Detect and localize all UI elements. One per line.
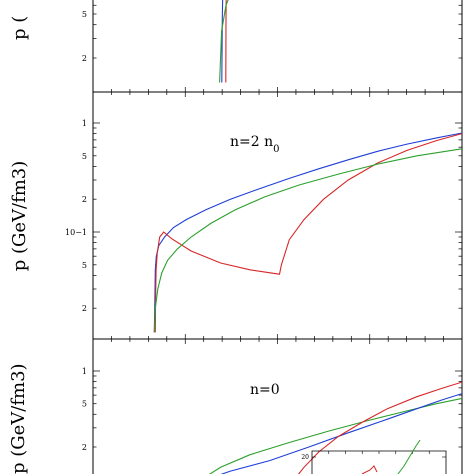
inset-y-tick-label: 20 <box>301 454 309 461</box>
middle-panel-series <box>153 132 462 333</box>
middle-panel-ticks: 1 5 2 10−1 5 2 <box>65 92 462 339</box>
y-tick-label: 5 <box>82 400 87 409</box>
middle-ylabel: p (GeV/fm3) <box>9 161 30 272</box>
inset: 20 <box>301 439 447 474</box>
series-line-0 <box>153 132 462 333</box>
series-line-2 <box>219 0 229 83</box>
y-tick-label: 2 <box>82 54 87 63</box>
series-line-1 <box>221 0 224 83</box>
series-line-2 <box>298 381 462 474</box>
y-tick-label: 1 <box>82 119 87 128</box>
middle-panel: 1 5 2 10−1 5 2 n=2 n0 p (GeV/fm3) <box>9 91 463 340</box>
top-panel-series <box>219 0 229 83</box>
bottom-annotation: n=0 <box>250 382 280 398</box>
series-line-0 <box>208 397 462 474</box>
y-tick-label: 5 <box>82 261 87 270</box>
inset-green-curve <box>397 439 421 474</box>
bottom-ylabel: p (GeV/fm3) <box>8 363 29 474</box>
bottom-panel-ticks: 1 5 2 <box>82 339 462 452</box>
annotation-subscript: 0 <box>273 144 279 155</box>
y-tick-label: 5 <box>82 152 87 161</box>
y-tick-label: 2 <box>82 304 87 313</box>
y-tick-label: 10−1 <box>65 228 87 237</box>
inset-red-curve <box>361 465 378 474</box>
series-line-2 <box>153 148 462 333</box>
y-tick-label: 5 <box>82 10 87 19</box>
series-line-1 <box>220 393 462 474</box>
y-tick-label: 1 <box>82 367 87 376</box>
bottom-panel-series <box>208 381 462 474</box>
middle-annotation-text: n=2 n <box>230 134 273 150</box>
bottom-panel: 1 5 2 n=0 p (GeV/fm3) 20 <box>8 338 463 474</box>
y-tick-label: 2 <box>82 443 87 452</box>
middle-annotation: n=2 n0 <box>230 134 280 155</box>
top-ylabel: p ( <box>9 16 30 40</box>
y-tick-label: 2 <box>82 195 87 204</box>
inset-ticks: 20 <box>301 451 446 461</box>
